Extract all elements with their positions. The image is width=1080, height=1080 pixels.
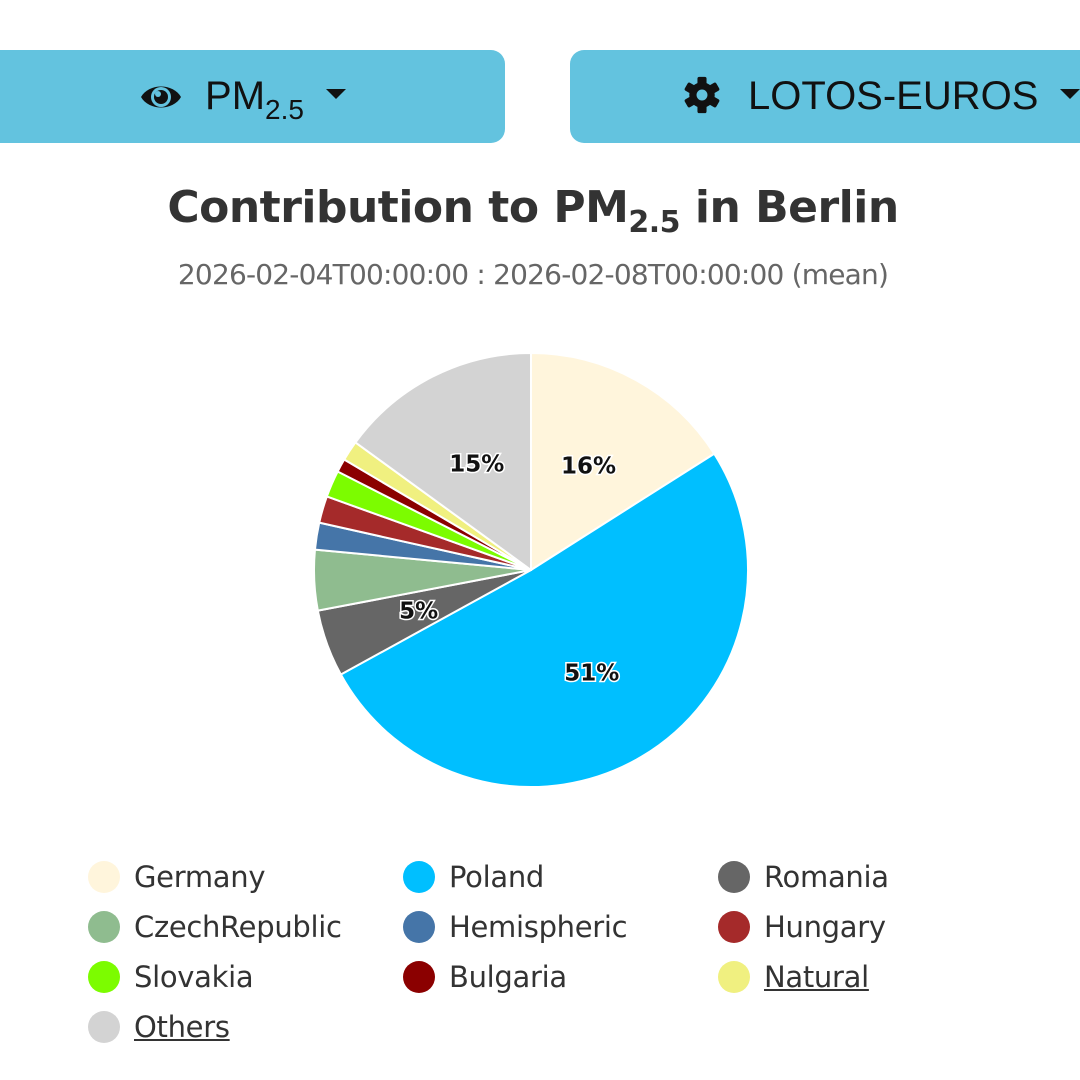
legend-marker-icon (88, 911, 120, 943)
legend-item-hungary[interactable]: Hungary (718, 910, 886, 944)
slice-data-label: 51% (564, 661, 619, 687)
legend-item-germany[interactable]: Germany (88, 860, 266, 894)
model-dropdown-button[interactable]: LOTOS-EUROS (570, 50, 1080, 143)
legend-item-czechrepublic[interactable]: CzechRepublic (88, 910, 342, 944)
legend-label: Slovakia (134, 960, 254, 994)
pie-slice-others[interactable] (354, 352, 532, 571)
legend-item-others[interactable]: Others (88, 1010, 230, 1044)
pie-chart: 16% 51% 5% 15% (313, 352, 749, 788)
pollutant-dropdown-button[interactable]: PM2.5 (0, 50, 505, 143)
legend-marker-icon (403, 911, 435, 943)
legend-item-romania[interactable]: Romania (718, 860, 889, 894)
legend-marker-icon (403, 861, 435, 893)
legend-item-natural[interactable]: Natural (718, 960, 869, 994)
slice-data-label: 15% (449, 452, 504, 478)
legend-label: Bulgaria (449, 960, 567, 994)
model-label: LOTOS-EUROS (748, 74, 1039, 118)
pollutant-label: PM2.5 (205, 74, 304, 125)
caret-down-icon (1060, 88, 1080, 99)
legend-label: Others (134, 1010, 230, 1044)
caret-down-icon (325, 88, 346, 99)
slice-data-label: 16% (561, 453, 616, 479)
legend-item-slovakia[interactable]: Slovakia (88, 960, 254, 994)
chart-title: Contribution to PM2.5 in Berlin (167, 182, 899, 240)
pie-slice-poland[interactable] (339, 452, 749, 788)
legend-label: Romania (764, 860, 889, 894)
legend-marker-icon (718, 961, 750, 993)
legend-marker-icon (718, 911, 750, 943)
legend-marker-icon (88, 861, 120, 893)
legend-label: Hemispheric (449, 910, 628, 944)
legend-item-bulgaria[interactable]: Bulgaria (403, 960, 567, 994)
legend-label: Germany (134, 860, 266, 894)
legend-marker-icon (88, 961, 120, 993)
legend-item-poland[interactable]: Poland (403, 860, 544, 894)
pie-slice-germany[interactable] (530, 352, 716, 571)
legend-label: Poland (449, 860, 545, 894)
legend-marker-icon (88, 1011, 120, 1043)
legend-label: Hungary (764, 910, 886, 944)
legend-label: CzechRepublic (134, 910, 342, 944)
legend-marker-icon (718, 861, 750, 893)
legend-item-hemispheric[interactable]: Hemispheric (403, 910, 628, 944)
legend-label: Natural (764, 960, 869, 994)
eye-icon (139, 75, 183, 119)
gear-icon (682, 75, 726, 119)
chart-subtitle: 2026-02-04T00:00:00 : 2026-02-08T00:00:0… (177, 258, 889, 291)
legend-marker-icon (403, 961, 435, 993)
slice-data-label: 5% (399, 598, 438, 624)
